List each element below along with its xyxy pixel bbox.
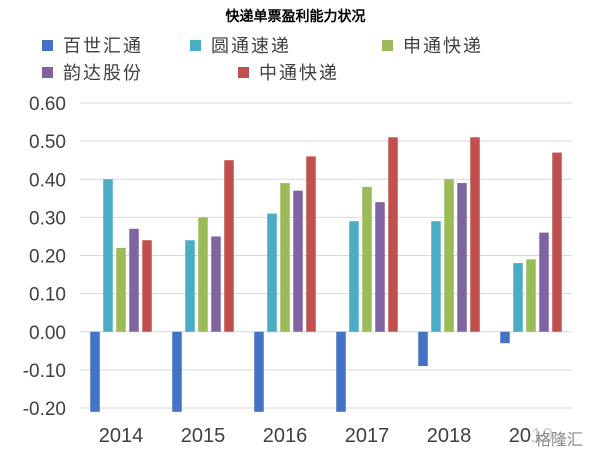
x-axis-ticks: 2014 2015 2016 2017 2018 2019 [99, 425, 554, 447]
bar-2017-3 [375, 202, 385, 332]
bar-2014-3 [129, 228, 139, 332]
bar-2016-1 [267, 213, 277, 332]
legend-label-shentong: 申通快递 [403, 36, 483, 57]
x-tick-label: 2018 [427, 425, 472, 447]
x-tick-label: 2015 [181, 425, 226, 447]
bar-2014-1 [103, 179, 113, 332]
x-tick-label: 2016 [263, 425, 308, 447]
bar-2018-4 [470, 137, 480, 332]
legend-item-baishi: 百世汇通 [42, 34, 143, 57]
bar-2018-2 [444, 179, 454, 332]
bar-2019-1 [513, 263, 523, 332]
bar-2018-0 [418, 331, 428, 367]
bar-2014-0 [90, 331, 100, 412]
bar-2014-4 [142, 240, 152, 332]
y-tick-label: 0.40 [29, 170, 66, 191]
bar-2018-1 [431, 221, 441, 332]
legend-label-zhongtong: 中通快递 [259, 63, 339, 84]
bar-2016-0 [254, 331, 264, 412]
bars [90, 137, 562, 412]
y-tick-label: 0.10 [29, 285, 66, 306]
bar-2016-4 [306, 156, 316, 332]
bar-2016-3 [293, 190, 303, 332]
chart-title: 快递单票盈利能力状况 [225, 9, 366, 25]
legend-swatch-zhongtong [238, 66, 249, 78]
bar-2019-4 [552, 152, 562, 332]
y-tick-label: 0.50 [29, 132, 66, 153]
bar-2015-1 [185, 240, 195, 332]
legend-item-zhongtong: 中通快递 [238, 61, 339, 84]
bar-2017-1 [349, 221, 359, 332]
bar-2015-3 [211, 236, 221, 332]
y-tick-label: 0.20 [29, 247, 66, 268]
legend-label-yuantong: 圆通速递 [211, 36, 291, 57]
y-tick-label: 0.60 [29, 94, 66, 115]
bar-2019-0 [500, 331, 510, 344]
watermark: 格隆汇 [532, 426, 585, 450]
bar-2019-2 [526, 259, 536, 332]
y-tick-label: -0.10 [23, 361, 66, 382]
gridlines [80, 102, 572, 409]
x-tick-label: 2014 [99, 425, 144, 447]
y-tick-label: 0.00 [29, 323, 66, 344]
legend-item-shentong: 申通快递 [382, 34, 483, 57]
y-tick-label: -0.20 [23, 399, 66, 420]
legend-swatch-yuantong [190, 39, 201, 51]
bar-2018-3 [457, 183, 467, 332]
legend-swatch-shentong [382, 39, 393, 51]
legend-item-yuantong: 圆通速递 [190, 34, 291, 57]
bar-2019-3 [539, 232, 549, 332]
legend-swatch-baishi [42, 39, 53, 51]
legend-swatch-yunda [42, 66, 53, 78]
bar-2017-0 [336, 331, 346, 412]
y-axis-ticks: 0.60 0.50 0.40 0.30 0.20 0.10 0.00 -0.10 -0.20 [23, 94, 66, 420]
x-tick-label: 2017 [345, 425, 390, 447]
bar-2017-2 [362, 186, 372, 332]
legend-item-yunda: 韵达股份 [42, 61, 143, 84]
bar-2017-4 [388, 137, 398, 332]
bar-2015-4 [224, 160, 234, 332]
bar-2015-2 [198, 217, 208, 332]
y-tick-label: 0.30 [29, 208, 66, 229]
legend-label-yunda: 韵达股份 [63, 63, 143, 84]
bar-2016-2 [280, 183, 290, 332]
legend-label-baishi: 百世汇通 [63, 36, 143, 57]
bar-2015-0 [172, 331, 182, 412]
bar-2014-2 [116, 247, 126, 332]
